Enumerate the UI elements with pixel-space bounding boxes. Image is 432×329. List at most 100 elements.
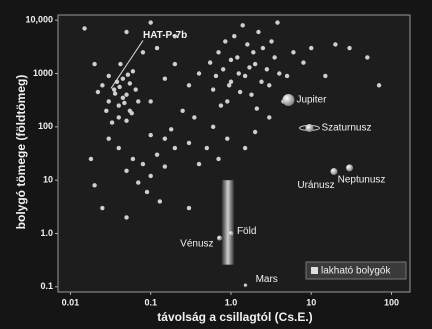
x-tick-label: 0.01 (62, 297, 80, 307)
exoplanet-point (112, 91, 118, 96)
exoplanet-point (291, 50, 296, 55)
y-axis-title: bolygó tömege (földtömeg) (14, 75, 28, 230)
exoplanet-point (254, 106, 260, 111)
exoplanet-point (259, 79, 264, 84)
exoplanet-point (116, 115, 121, 120)
planet-label: Vénusz (180, 239, 213, 250)
legend-swatch (311, 267, 318, 274)
exoplanet-point (111, 87, 117, 92)
y-tick-label: 0.1 (40, 281, 53, 291)
planet-label: Jupiter (296, 95, 327, 106)
exoplanet-point (168, 127, 174, 132)
exoplanet-point (272, 55, 277, 60)
exoplanet-point (172, 145, 178, 151)
exoplanet-point (226, 83, 232, 88)
exoplanet-point (242, 73, 248, 79)
annotation-line (110, 40, 144, 89)
exoplanet-point (144, 189, 150, 195)
exoplanet-point (124, 168, 129, 173)
exoplanet-point (207, 60, 213, 65)
exoplanet-point (172, 61, 178, 67)
exoplanet-point (92, 61, 97, 67)
exoplanet-point (228, 79, 234, 84)
exoplanet-point (172, 34, 178, 39)
exoplanet-point (245, 42, 250, 47)
y-tick-label: 1.0 (40, 228, 53, 238)
exoplanet-point (124, 29, 129, 35)
exoplanet-point (136, 180, 141, 185)
exoplanet-point (120, 76, 126, 81)
exoplanet-point (228, 57, 234, 63)
exoplanet-point (162, 164, 168, 169)
exoplanet-point (133, 87, 138, 92)
exoplanet-point (196, 71, 202, 76)
exoplanet-point (225, 99, 230, 104)
exoplanet-point (124, 118, 129, 123)
exoplanet-point (118, 61, 123, 67)
exoplanet-point (100, 205, 105, 211)
exoplanet-point (186, 83, 192, 88)
exoplanet-point (216, 50, 221, 55)
exoplanet-point (180, 108, 185, 113)
legend-label: lakható bolygók (321, 266, 391, 277)
exoplanet-point (309, 45, 314, 51)
exoplanet-point (256, 29, 261, 35)
exoplanet-point (347, 45, 352, 51)
exoplanet-point (116, 103, 121, 108)
planet-label: Szaturnusz (321, 123, 371, 134)
exoplanet-point (216, 156, 221, 162)
solar-planet (217, 235, 223, 241)
exoplanet-point (106, 73, 111, 79)
exoplanet-point (333, 42, 338, 47)
exoplanet-point (251, 50, 256, 55)
exoplanet-point (130, 69, 136, 74)
exoplanet-point (192, 115, 197, 120)
x-tick-label: 1.0 (225, 297, 238, 307)
exoplanet-point (365, 55, 370, 60)
exoplanet-point (204, 145, 210, 151)
exoplanet-point (284, 73, 290, 79)
legend-box (305, 261, 407, 280)
exoplanet-point (247, 65, 252, 70)
exoplanet-point (232, 34, 237, 39)
exoplanet-point (252, 129, 258, 135)
y-tick-label: 10 (43, 175, 53, 185)
x-tick-label: 0.1 (144, 297, 157, 307)
exoplanet-point (210, 87, 216, 92)
exoplanet-point (277, 71, 282, 76)
exoplanet-point (186, 205, 192, 211)
exoplanet-point (127, 81, 133, 86)
exoplanet-point (148, 173, 153, 179)
exoplanet-point (148, 99, 153, 104)
exoplanet-point (136, 99, 141, 104)
x-tick-label: 100 (384, 297, 399, 307)
exoplanet-point (122, 100, 127, 106)
exoplanet-point (225, 136, 230, 141)
exoplanet-point (120, 95, 126, 101)
exoplanet-point (275, 20, 280, 25)
exoplanet-point (88, 156, 94, 162)
exoplanet-point (196, 161, 202, 167)
exoplanet-point (267, 83, 272, 88)
exoplanet-point (301, 60, 306, 65)
exoplanet-point (235, 55, 240, 60)
y-tick-label: 100 (38, 121, 53, 131)
solar-planet (282, 94, 295, 107)
exoplanet-point (220, 67, 226, 72)
y-tick-label: 10,000 (25, 15, 53, 25)
solar-planet (228, 230, 234, 236)
exoplanet-point (162, 136, 168, 141)
exoplanet-point (140, 161, 146, 167)
exoplanet-point (240, 23, 245, 28)
exoplanet-point (376, 83, 382, 88)
planet-label: Neptunusz (338, 175, 386, 186)
solar-planet (243, 283, 248, 288)
exoplanet-point (267, 115, 272, 120)
exoplanet-point (249, 92, 254, 97)
exoplanet-point (106, 99, 111, 104)
solar-planet (305, 124, 314, 133)
exoplanet-point (154, 45, 160, 51)
exoplanet-point (264, 67, 270, 72)
x-axis-title: távolság a csillagtól (Cs.E.) (157, 310, 312, 324)
